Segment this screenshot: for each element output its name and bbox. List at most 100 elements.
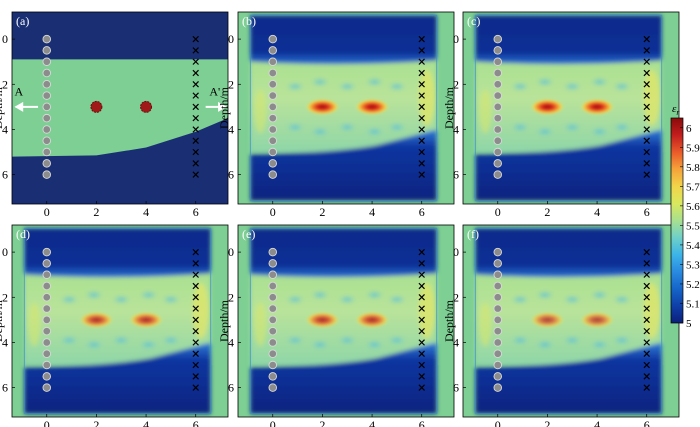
colorbar-scale <box>670 117 684 324</box>
xtick-label: 6 <box>644 418 650 427</box>
source-13 <box>493 170 503 179</box>
xtick-label: 4 <box>594 418 600 427</box>
xtick-label: 0 <box>495 418 501 427</box>
source-2 <box>42 46 52 55</box>
receiver-9 <box>192 339 199 346</box>
receiver-11 <box>643 148 650 156</box>
xtick-label: 6 <box>193 205 199 219</box>
ytick-label: 2 <box>2 290 8 304</box>
receiver-12 <box>192 160 199 167</box>
source-7 <box>42 315 52 325</box>
receiver-10 <box>418 137 425 144</box>
receiver-9 <box>418 339 425 346</box>
xtick-label: 4 <box>143 205 149 219</box>
xtick-label: 2 <box>93 418 99 427</box>
ytick-label: 0 <box>228 32 234 46</box>
receiver-7 <box>643 316 650 324</box>
source-8 <box>42 113 52 123</box>
receiver-4 <box>643 69 650 77</box>
colorbar-tick-label: 5.3 <box>686 259 700 271</box>
source-3 <box>42 270 52 279</box>
source-12 <box>493 372 503 381</box>
source-12 <box>493 159 503 168</box>
ytick-label: 0 <box>2 245 8 259</box>
panel-label: (f) <box>467 227 479 241</box>
ytick-label: 0 <box>228 245 234 259</box>
anomaly-1 <box>90 100 103 113</box>
receiver-10 <box>192 137 199 144</box>
receiver-10 <box>643 350 650 357</box>
ytick-label: 2 <box>2 77 8 91</box>
receiver-markers <box>418 248 425 391</box>
background-layer <box>12 59 228 157</box>
receiver-2 <box>192 47 199 54</box>
inversion-field <box>250 228 437 414</box>
source-9 <box>493 125 503 134</box>
receiver-13 <box>643 171 650 178</box>
xtick-label: 0 <box>44 205 50 219</box>
source-2 <box>493 259 503 268</box>
receiver-8 <box>192 327 199 335</box>
anomalies <box>305 98 390 115</box>
panel-label: (e) <box>242 227 255 241</box>
colorbar-tick-label: 5.1 <box>686 298 700 310</box>
colorbar-tick-label: 6 <box>686 123 692 135</box>
receiver-11 <box>418 148 425 156</box>
source-3 <box>493 270 503 279</box>
source-7 <box>268 315 278 325</box>
panel-frame <box>11 11 229 205</box>
source-6 <box>493 304 503 313</box>
receiver-13 <box>418 384 425 391</box>
xtick-label: 4 <box>369 418 375 427</box>
receiver-6 <box>418 92 425 99</box>
ytick-label: 0 <box>453 32 459 46</box>
receiver-3 <box>643 271 650 278</box>
source-3 <box>493 57 503 66</box>
source-6 <box>268 91 278 100</box>
receiver-2 <box>643 47 650 54</box>
receiver-1 <box>643 248 650 256</box>
source-13 <box>268 170 278 179</box>
receiver-9 <box>418 126 425 133</box>
panel-b: 0 2 4 6 0 2 4 6 (b) Depth/m <box>217 11 455 219</box>
receiver-3 <box>418 271 425 278</box>
source-1 <box>268 247 278 257</box>
receiver-7 <box>418 316 425 324</box>
source-6 <box>42 91 52 100</box>
receiver-markers <box>643 248 650 391</box>
receiver-8 <box>643 327 650 335</box>
source-13 <box>42 170 52 179</box>
anomaly-2 <box>355 98 390 115</box>
ytick-label: 2 <box>228 290 234 304</box>
receiver-6 <box>643 92 650 99</box>
xtick-label: 6 <box>419 418 425 427</box>
source-5 <box>493 80 503 89</box>
source-9 <box>42 125 52 134</box>
panel-label: (a) <box>16 14 29 28</box>
receiver-8 <box>192 114 199 122</box>
colorbar-tick-label: 5.5 <box>686 220 700 232</box>
receiver-6 <box>192 92 199 99</box>
receiver-4 <box>418 69 425 77</box>
receiver-12 <box>643 373 650 380</box>
source-1 <box>42 247 52 257</box>
anomaly-1 <box>530 98 565 115</box>
source-2 <box>268 259 278 268</box>
source-4 <box>42 281 52 291</box>
xtick-label: 4 <box>594 205 600 219</box>
source-11 <box>42 147 52 157</box>
source-8 <box>268 326 278 336</box>
receiver-8 <box>643 114 650 122</box>
source-markers <box>42 247 52 392</box>
source-8 <box>493 326 503 336</box>
colorbar-tick-label: 5 <box>686 318 692 330</box>
source-2 <box>42 259 52 268</box>
source-11 <box>42 360 52 370</box>
receiver-7 <box>192 103 199 111</box>
ytick-label: 2 <box>228 77 234 91</box>
ytick-label: 2 <box>453 77 459 91</box>
receiver-10 <box>192 350 199 357</box>
y-axis-label: Depth/m <box>217 86 231 129</box>
ytick-label: 6 <box>453 381 459 395</box>
